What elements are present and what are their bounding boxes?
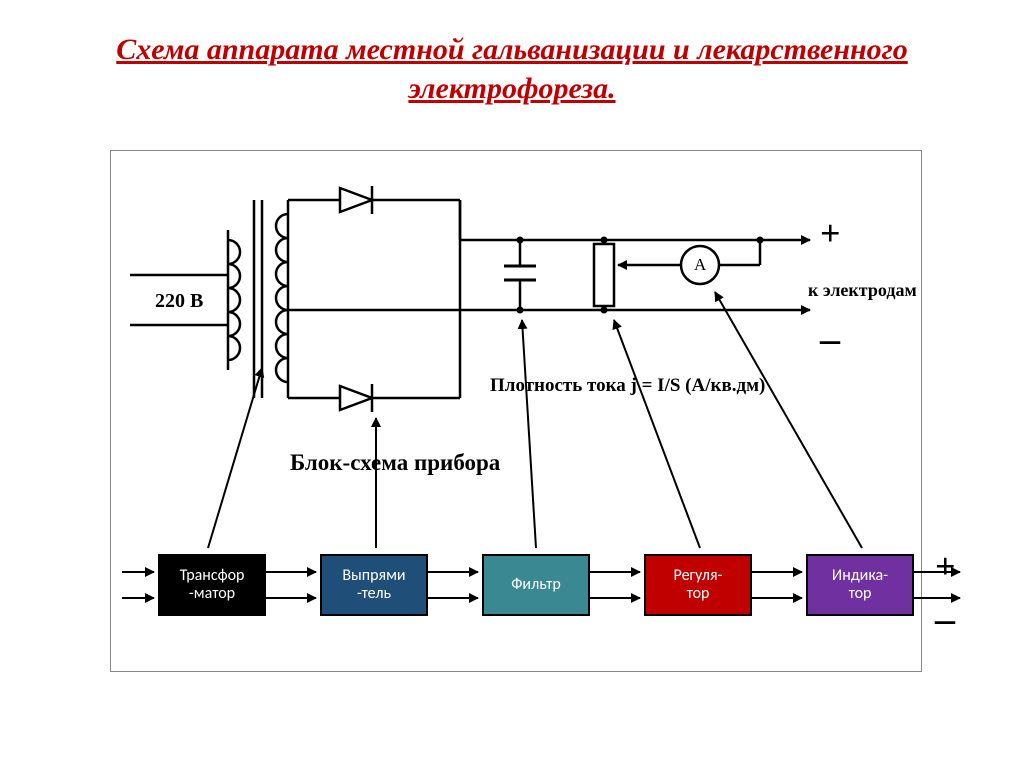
block-regulator: Регуля-тор xyxy=(644,554,752,616)
voltage-label: 220 В xyxy=(155,290,203,313)
page-title: Схема аппарата местной гальванизации и л… xyxy=(0,0,1024,118)
plus-top: + xyxy=(820,212,841,254)
block-rectifier: Выпрями-тель xyxy=(320,554,428,616)
ammeter-letter: А xyxy=(694,255,706,275)
plus-bottom: + xyxy=(935,545,956,587)
minus-bottom: – xyxy=(935,595,955,642)
block-scheme-label: Блок-схема прибора xyxy=(290,450,500,476)
block-transformer: Трансфор-матор xyxy=(158,554,266,616)
current-density-label: Плотность тока j = I/S (А/кв.дм) xyxy=(490,375,765,397)
to-electrodes-label: к электродам xyxy=(808,280,917,301)
minus-top: – xyxy=(820,315,840,362)
block-filter: Фильтр xyxy=(482,554,590,616)
block-indicator: Индика-тор xyxy=(806,554,914,616)
